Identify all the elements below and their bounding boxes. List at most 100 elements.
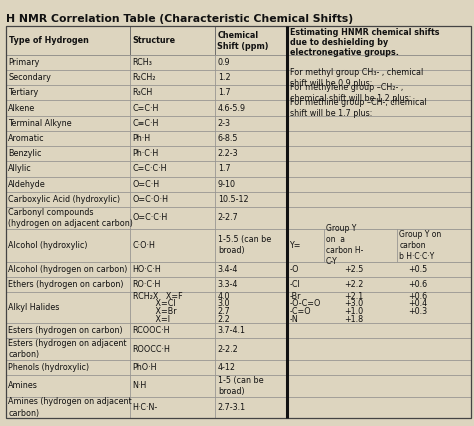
Text: +1.8: +1.8 — [344, 315, 364, 324]
Bar — [6, 192, 130, 207]
Bar — [130, 192, 215, 207]
Bar — [215, 176, 287, 192]
Bar — [215, 397, 287, 418]
Bar — [130, 176, 215, 192]
Text: 2.2-3: 2.2-3 — [218, 149, 238, 158]
Text: 3.4-4: 3.4-4 — [218, 265, 238, 274]
Text: -C=O: -C=O — [289, 307, 311, 316]
Bar — [287, 116, 471, 131]
Bar — [6, 277, 130, 292]
Bar — [215, 277, 287, 292]
Text: Group Y
on  a
carbon H-
C-Y: Group Y on a carbon H- C-Y — [326, 224, 364, 266]
Text: Carboxylic Acid (hydroxylic): Carboxylic Acid (hydroxylic) — [8, 195, 120, 204]
Text: H NMR Correlation Table (Characteristic Chemical Shifts): H NMR Correlation Table (Characteristic … — [6, 14, 353, 23]
Bar — [130, 70, 215, 85]
Text: 4-12: 4-12 — [218, 363, 236, 372]
Bar — [130, 116, 215, 131]
Bar — [215, 360, 287, 375]
Bar — [215, 116, 287, 131]
Bar — [215, 375, 287, 397]
Bar — [130, 292, 215, 323]
Bar — [6, 338, 130, 360]
Text: 4.0: 4.0 — [218, 292, 230, 301]
Text: Type of Hydrogen: Type of Hydrogen — [9, 36, 89, 45]
Bar — [6, 101, 130, 116]
Bar — [130, 146, 215, 161]
Text: Amines (hydrogen on adjacent
carbon): Amines (hydrogen on adjacent carbon) — [8, 397, 132, 417]
Bar — [215, 85, 287, 101]
Text: +2.5: +2.5 — [344, 265, 364, 274]
Text: Amines: Amines — [8, 381, 38, 391]
Text: -N: -N — [289, 315, 298, 324]
Text: 2.7: 2.7 — [218, 307, 230, 316]
Bar — [215, 262, 287, 277]
Text: For methylene group –CH₂- ,
chemical shift will be 1.2 plus:: For methylene group –CH₂- , chemical shi… — [290, 83, 411, 103]
Text: O=C·H: O=C·H — [133, 180, 160, 189]
Text: Esters (hydrogen on adjacent
carbon): Esters (hydrogen on adjacent carbon) — [8, 339, 127, 359]
Bar — [215, 161, 287, 176]
Text: Tertiary: Tertiary — [8, 88, 38, 98]
Text: 1.7: 1.7 — [218, 88, 230, 98]
Bar — [6, 116, 130, 131]
Text: Phenols (hydroxylic): Phenols (hydroxylic) — [8, 363, 89, 372]
Text: RCOOC·H: RCOOC·H — [133, 326, 170, 335]
Bar — [6, 262, 130, 277]
Bar — [287, 228, 324, 262]
Bar — [6, 176, 130, 192]
Text: Ph·H: Ph·H — [133, 134, 151, 143]
Bar — [6, 323, 130, 338]
Text: Alkene: Alkene — [8, 104, 35, 112]
Text: C=C·H: C=C·H — [133, 104, 159, 112]
Text: +0.3: +0.3 — [409, 307, 428, 316]
Bar — [215, 70, 287, 85]
Bar — [130, 131, 215, 146]
Text: 3.3-4: 3.3-4 — [218, 280, 238, 289]
Bar — [6, 131, 130, 146]
Text: N·H: N·H — [133, 381, 147, 391]
Text: +1.0: +1.0 — [344, 307, 364, 316]
Text: Ph·C·H: Ph·C·H — [133, 149, 159, 158]
Text: Carbonyl compounds
(hydrogen on adjacent carbon): Carbonyl compounds (hydrogen on adjacent… — [8, 207, 133, 228]
Text: electronegative groups.: electronegative groups. — [290, 48, 399, 57]
Bar — [287, 207, 471, 228]
Bar — [130, 338, 215, 360]
Bar — [130, 101, 215, 116]
Text: PhO·H: PhO·H — [133, 363, 157, 372]
Text: 10.5-12: 10.5-12 — [218, 195, 248, 204]
Bar — [215, 292, 287, 323]
Text: RCH₃: RCH₃ — [133, 58, 153, 67]
Text: Alcohol (hydroxylic): Alcohol (hydroxylic) — [8, 241, 88, 250]
Text: For methyl group CH₃- , chemical
shift will be 0.9 plus:: For methyl group CH₃- , chemical shift w… — [290, 68, 423, 88]
Text: +0.6: +0.6 — [409, 280, 428, 289]
Text: 4.6-5.9: 4.6-5.9 — [218, 104, 246, 112]
Text: 9-10: 9-10 — [218, 180, 236, 189]
Bar — [287, 101, 471, 116]
Bar — [6, 55, 130, 70]
Text: C·O·H: C·O·H — [133, 241, 155, 250]
Text: 2.7-3.1: 2.7-3.1 — [218, 403, 246, 412]
Text: Ethers (hydrogen on carbon): Ethers (hydrogen on carbon) — [8, 280, 124, 289]
Text: Y=: Y= — [289, 241, 301, 250]
Bar — [130, 26, 215, 55]
Text: -Br: -Br — [289, 292, 301, 301]
Bar — [287, 176, 471, 192]
Bar — [287, 292, 471, 323]
Bar — [130, 323, 215, 338]
Bar — [287, 338, 471, 360]
Text: 2.2: 2.2 — [218, 315, 230, 324]
Bar — [215, 207, 287, 228]
Bar — [6, 70, 130, 85]
Bar — [215, 228, 287, 262]
Bar — [287, 397, 471, 418]
Text: +3.0: +3.0 — [344, 299, 364, 308]
Bar — [130, 262, 215, 277]
Text: due to deshielding by: due to deshielding by — [290, 37, 388, 47]
Text: X=Cl: X=Cl — [133, 299, 175, 308]
Bar — [130, 85, 215, 101]
Bar — [130, 228, 215, 262]
Bar — [287, 85, 471, 101]
Bar — [130, 360, 215, 375]
Text: 0.9: 0.9 — [218, 58, 230, 67]
Bar — [215, 26, 287, 55]
Bar — [287, 360, 471, 375]
